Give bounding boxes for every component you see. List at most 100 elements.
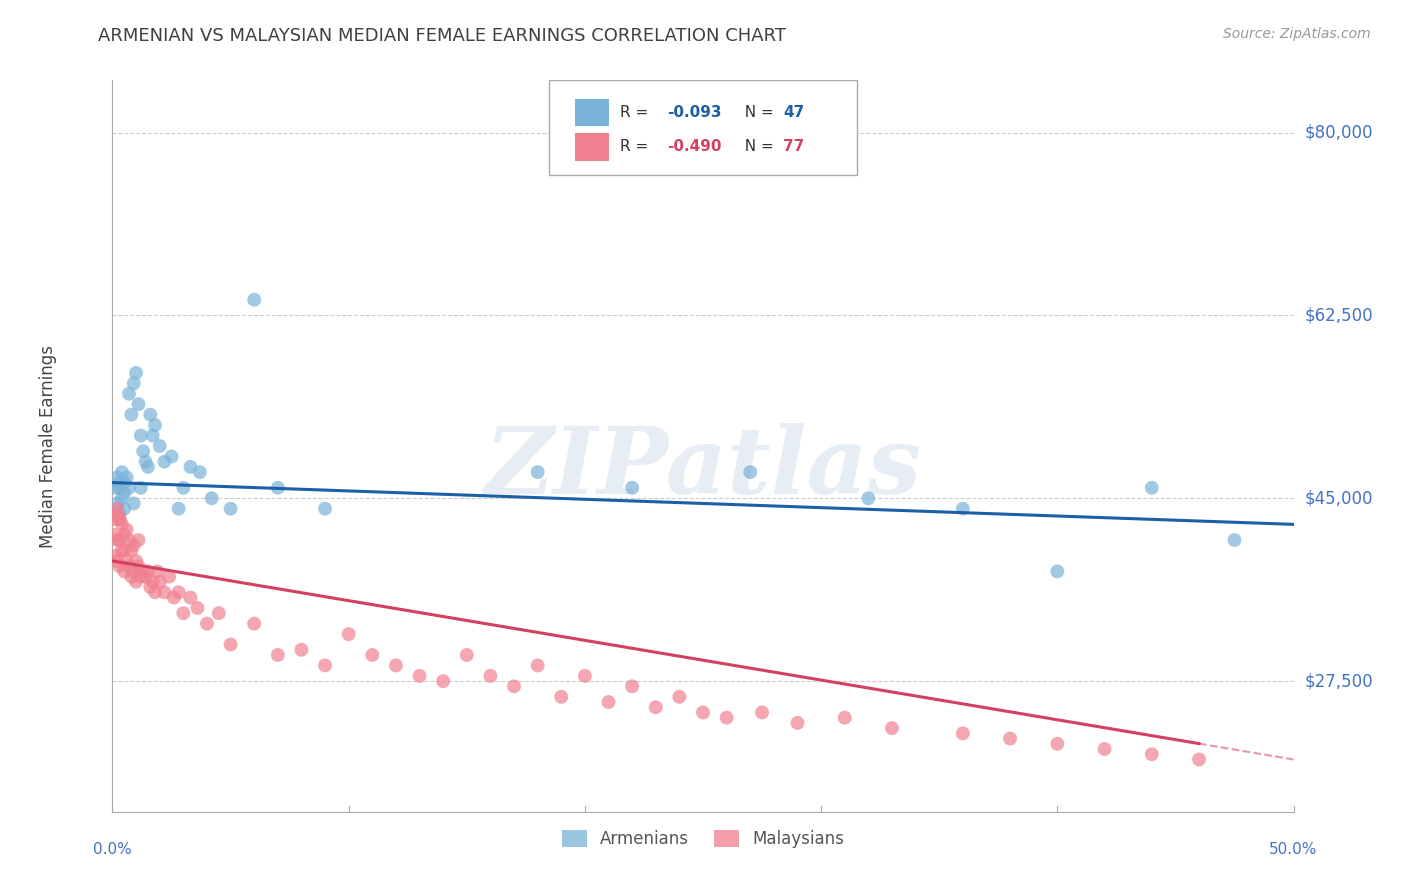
Point [142,574,165,589]
Point [432,674,454,689]
Point [644,700,666,714]
Point [111,517,134,532]
Point [167,501,190,516]
Text: $45,000: $45,000 [1305,489,1374,508]
Point [751,706,773,720]
Point [621,679,644,693]
Text: $80,000: $80,000 [1305,123,1374,142]
Point [122,565,145,579]
Point [1046,565,1069,579]
Point [153,585,176,599]
Point [157,569,180,583]
Point [104,481,127,495]
Point [786,715,808,730]
Point [1046,737,1069,751]
Point [118,559,141,574]
Point [104,528,127,542]
Point [142,428,165,442]
Point [125,554,148,568]
Point [136,459,159,474]
Text: ZIPatlas: ZIPatlas [485,423,921,513]
Point [135,455,157,469]
Text: Source: ZipAtlas.com: Source: ZipAtlas.com [1223,27,1371,41]
Point [120,543,142,558]
Point [108,475,131,490]
Point [172,481,194,495]
Point [243,293,266,307]
Point [111,491,134,506]
Point [135,569,157,583]
Point [108,512,131,526]
Point [149,439,172,453]
Point [105,533,128,547]
Point [219,638,242,652]
Point [127,397,149,411]
Point [105,554,128,568]
Point [952,726,974,740]
Point [503,679,526,693]
Point [129,569,152,583]
Point [550,690,572,704]
Point [139,408,162,422]
Point [692,706,714,720]
Point [195,616,218,631]
Point [526,658,548,673]
Point [1140,481,1163,495]
Point [153,455,176,469]
Point [122,376,145,391]
Point [290,642,312,657]
Text: N =: N = [735,139,779,154]
Text: $62,500: $62,500 [1305,306,1374,325]
Point [115,554,138,568]
Point [122,496,145,510]
Point [108,481,131,495]
Point [201,491,224,506]
Point [108,507,131,521]
Point [129,428,152,442]
Point [456,648,478,662]
Point [118,481,141,495]
Point [314,501,336,516]
Point [120,408,142,422]
Point [179,591,201,605]
Point [172,606,194,620]
Point [112,565,135,579]
Point [143,418,166,433]
Text: R =: R = [620,105,654,120]
Text: R =: R = [620,139,654,154]
Point [574,669,596,683]
Text: Median Female Earnings: Median Female Earnings [38,344,56,548]
Point [267,481,290,495]
Point [132,444,155,458]
Point [112,528,135,542]
Point [111,543,134,558]
Point [139,580,162,594]
Point [243,616,266,631]
Legend: Armenians, Malaysians: Armenians, Malaysians [555,823,851,855]
Point [621,481,644,495]
Point [740,465,762,479]
FancyBboxPatch shape [575,98,609,127]
Point [127,533,149,547]
Point [880,721,903,735]
Point [122,538,145,552]
Point [1140,747,1163,762]
Point [125,366,148,380]
Point [1223,533,1246,547]
Point [186,601,208,615]
Point [125,574,148,589]
Text: 47: 47 [783,105,804,120]
Point [668,690,690,704]
Point [127,559,149,574]
Point [219,501,242,516]
FancyBboxPatch shape [575,133,609,161]
Point [112,501,135,516]
Point [952,501,974,516]
Text: ARMENIAN VS MALAYSIAN MEDIAN FEMALE EARNINGS CORRELATION CHART: ARMENIAN VS MALAYSIAN MEDIAN FEMALE EARN… [98,27,786,45]
Point [526,465,548,479]
Point [112,486,135,500]
Point [858,491,880,506]
Point [108,512,131,526]
Point [143,585,166,599]
Text: 50.0%: 50.0% [1270,842,1317,857]
